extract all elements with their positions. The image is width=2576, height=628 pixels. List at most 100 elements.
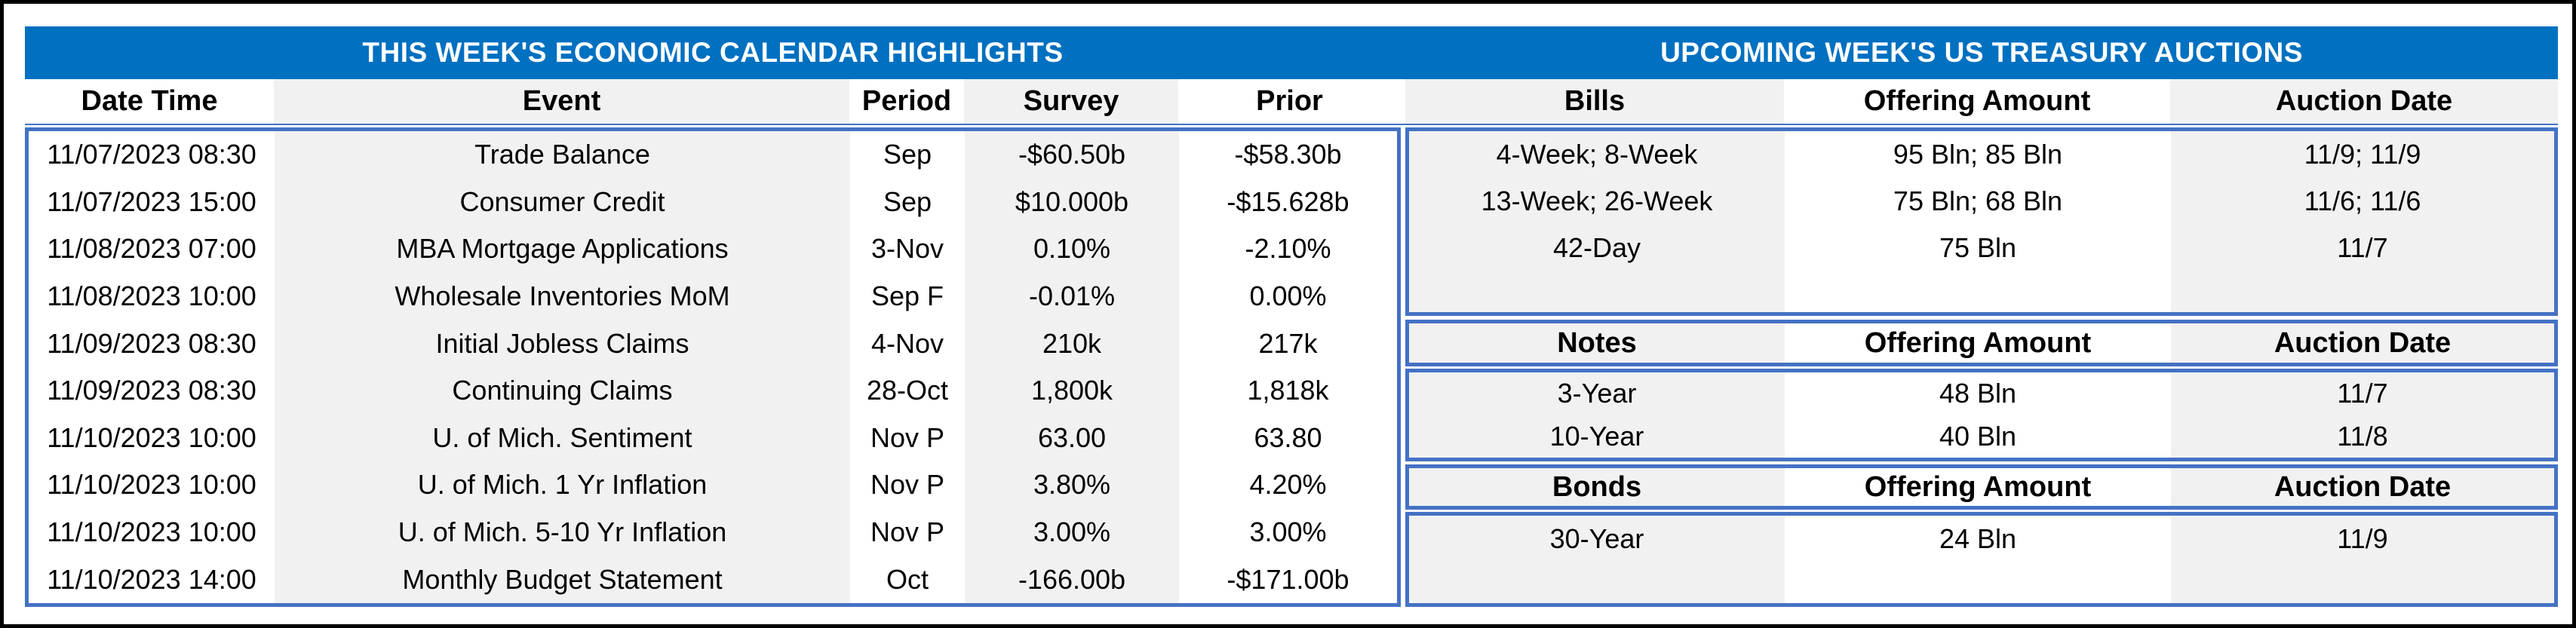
cell-offering-amount: 75 Bln (1785, 225, 2171, 271)
table-row: 11/07/2023 08:30 Trade Balance Sep -$60.… (29, 131, 1397, 179)
cell-survey: 63.00 (965, 414, 1179, 462)
cell-event: Consumer Credit (275, 178, 850, 226)
header-divider-line (25, 124, 2558, 125)
col-header-event: Event (274, 79, 849, 124)
cell-event: Trade Balance (275, 131, 850, 179)
cell-period: Nov P (850, 508, 965, 556)
cell-survey: 0.10% (965, 225, 1179, 273)
cell-offering-amount: 48 Bln (1785, 372, 2171, 415)
cell-date-time: 11/09/2023 08:30 (29, 320, 275, 367)
cell-survey: -$60.50b (965, 131, 1179, 179)
cell-prior: -$15.628b (1179, 178, 1397, 226)
table-row: 11/09/2023 08:30 Initial Jobless Claims … (29, 320, 1397, 367)
cell-offering-amount: 75 Bln; 68 Bln (1785, 178, 2171, 225)
empty-cell (2171, 271, 2554, 312)
cell-bills: 42-Day (1409, 225, 1785, 271)
table-row: 42-Day 75 Bln 11/7 (1409, 225, 2554, 271)
cell-period: 4-Nov (850, 320, 965, 367)
cell-date-time: 11/08/2023 10:00 (29, 272, 275, 320)
cell-auction-date: 11/7 (2171, 372, 2554, 415)
col-header-offering-amount: Offering Amount (1785, 323, 2171, 363)
table-row: Notes Offering Amount Auction Date (1409, 323, 2554, 363)
empty-cell (1785, 271, 2171, 312)
cell-prior: 1,818k (1179, 366, 1397, 415)
cell-prior: -$171.00b (1179, 556, 1397, 603)
cell-auction-date: 11/8 (2171, 415, 2554, 458)
cell-date-time: 11/08/2023 07:00 (29, 225, 275, 273)
empty-cell (1409, 271, 1785, 312)
cell-notes: 10-Year (1409, 415, 1785, 458)
table-row: 11/08/2023 10:00 Wholesale Inventories M… (29, 272, 1397, 320)
table-row: 11/10/2023 14:00 Monthly Budget Statemen… (29, 556, 1397, 603)
cell-date-time: 11/10/2023 10:00 (29, 461, 275, 509)
col-header-auction-date: Auction Date (2170, 79, 2558, 124)
cell-prior: 217k (1179, 320, 1397, 367)
treasury-auctions-title: UPCOMING WEEK'S US TREASURY AUCTIONS (1660, 37, 2303, 68)
cell-event: Continuing Claims (275, 366, 850, 415)
empty-cell (1409, 562, 1785, 603)
cell-event: U. of Mich. 5-10 Yr Inflation (275, 508, 850, 556)
cell-event: U. of Mich. Sentiment (275, 414, 850, 462)
cell-date-time: 11/09/2023 08:30 (29, 366, 275, 415)
table-row: 11/08/2023 07:00 MBA Mortgage Applicatio… (29, 225, 1397, 273)
cell-event: U. of Mich. 1 Yr Inflation (275, 461, 850, 509)
cell-date-time: 11/10/2023 14:00 (29, 556, 275, 603)
cell-offering-amount: 95 Bln; 85 Bln (1785, 131, 2171, 178)
empty-row (1409, 562, 2554, 603)
cell-period: Sep F (850, 272, 965, 320)
cell-bills: 13-Week; 26-Week (1409, 178, 1785, 225)
table-row: 11/10/2023 10:00 U. of Mich. Sentiment N… (29, 414, 1397, 462)
bonds-table: 30-Year 24 Bln 11/9 (1405, 512, 2558, 607)
cell-survey: 210k (965, 320, 1179, 367)
table-row: 11/07/2023 15:00 Consumer Credit Sep $10… (29, 178, 1397, 226)
cell-period: 3-Nov (850, 225, 965, 273)
col-header-period: Period (849, 79, 964, 124)
cell-prior: -$58.30b (1179, 131, 1397, 179)
cell-bonds: 30-Year (1409, 516, 1785, 562)
col-header-bills: Bills (1405, 79, 1784, 124)
bills-table: 4-Week; 8-Week 95 Bln; 85 Bln 11/9; 11/9… (1405, 127, 2558, 316)
cell-prior: 4.20% (1179, 461, 1397, 509)
cell-date-time: 11/07/2023 08:30 (29, 131, 275, 179)
col-header-survey: Survey (964, 79, 1178, 124)
col-header-date-time: Date Time (25, 79, 274, 124)
table-row: 4-Week; 8-Week 95 Bln; 85 Bln 11/9; 11/9 (1409, 131, 2554, 178)
cell-event: Initial Jobless Claims (275, 320, 850, 367)
col-header-offering-amount: Offering Amount (1785, 468, 2171, 506)
cell-prior: -2.10% (1179, 225, 1397, 273)
cell-survey: 3.00% (965, 508, 1179, 556)
cell-prior: 3.00% (1179, 508, 1397, 556)
col-header-offering-amount: Offering Amount (1784, 79, 2170, 124)
cell-notes: 3-Year (1409, 372, 1785, 415)
table-row: 11/10/2023 10:00 U. of Mich. 1 Yr Inflat… (29, 461, 1397, 509)
table-row: 13-Week; 26-Week 75 Bln; 68 Bln 11/6; 11… (1409, 178, 2554, 225)
cell-auction-date: 11/7 (2171, 225, 2554, 271)
economic-calendar-table: 11/07/2023 08:30 Trade Balance Sep -$60.… (25, 127, 1401, 607)
cell-offering-amount: 40 Bln (1785, 415, 2171, 458)
table-row: 10-Year 40 Bln 11/8 (1409, 415, 2554, 458)
cell-period: Sep (850, 178, 965, 226)
cell-period: 28-Oct (850, 366, 965, 415)
col-header-bonds: Bonds (1409, 468, 1785, 506)
cell-auction-date: 11/9; 11/9 (2171, 131, 2554, 178)
cell-date-time: 11/10/2023 10:00 (29, 414, 275, 462)
cell-survey: $10.000b (965, 178, 1179, 226)
cell-survey: 1,800k (965, 366, 1179, 415)
title-banner: THIS WEEK'S ECONOMIC CALENDAR HIGHLIGHTS… (25, 26, 2558, 79)
cell-date-time: 11/07/2023 15:00 (29, 178, 275, 226)
bonds-header-row: Bonds Offering Amount Auction Date (1405, 464, 2558, 510)
cell-auction-date: 11/6; 11/6 (2171, 178, 2554, 225)
cell-period: Oct (850, 556, 965, 603)
col-header-prior: Prior (1178, 79, 1401, 124)
col-header-notes: Notes (1409, 323, 1785, 363)
cell-survey: -166.00b (965, 556, 1179, 603)
notes-header-row: Notes Offering Amount Auction Date (1405, 320, 2558, 366)
cell-date-time: 11/10/2023 10:00 (29, 508, 275, 556)
cell-bills: 4-Week; 8-Week (1409, 131, 1785, 178)
table-row: Bonds Offering Amount Auction Date (1409, 468, 2554, 506)
cell-prior: 0.00% (1179, 272, 1397, 320)
economic-calendar-title: THIS WEEK'S ECONOMIC CALENDAR HIGHLIGHTS (362, 37, 1064, 68)
col-header-auction-date: Auction Date (2171, 323, 2554, 363)
col-header-auction-date: Auction Date (2171, 468, 2554, 506)
